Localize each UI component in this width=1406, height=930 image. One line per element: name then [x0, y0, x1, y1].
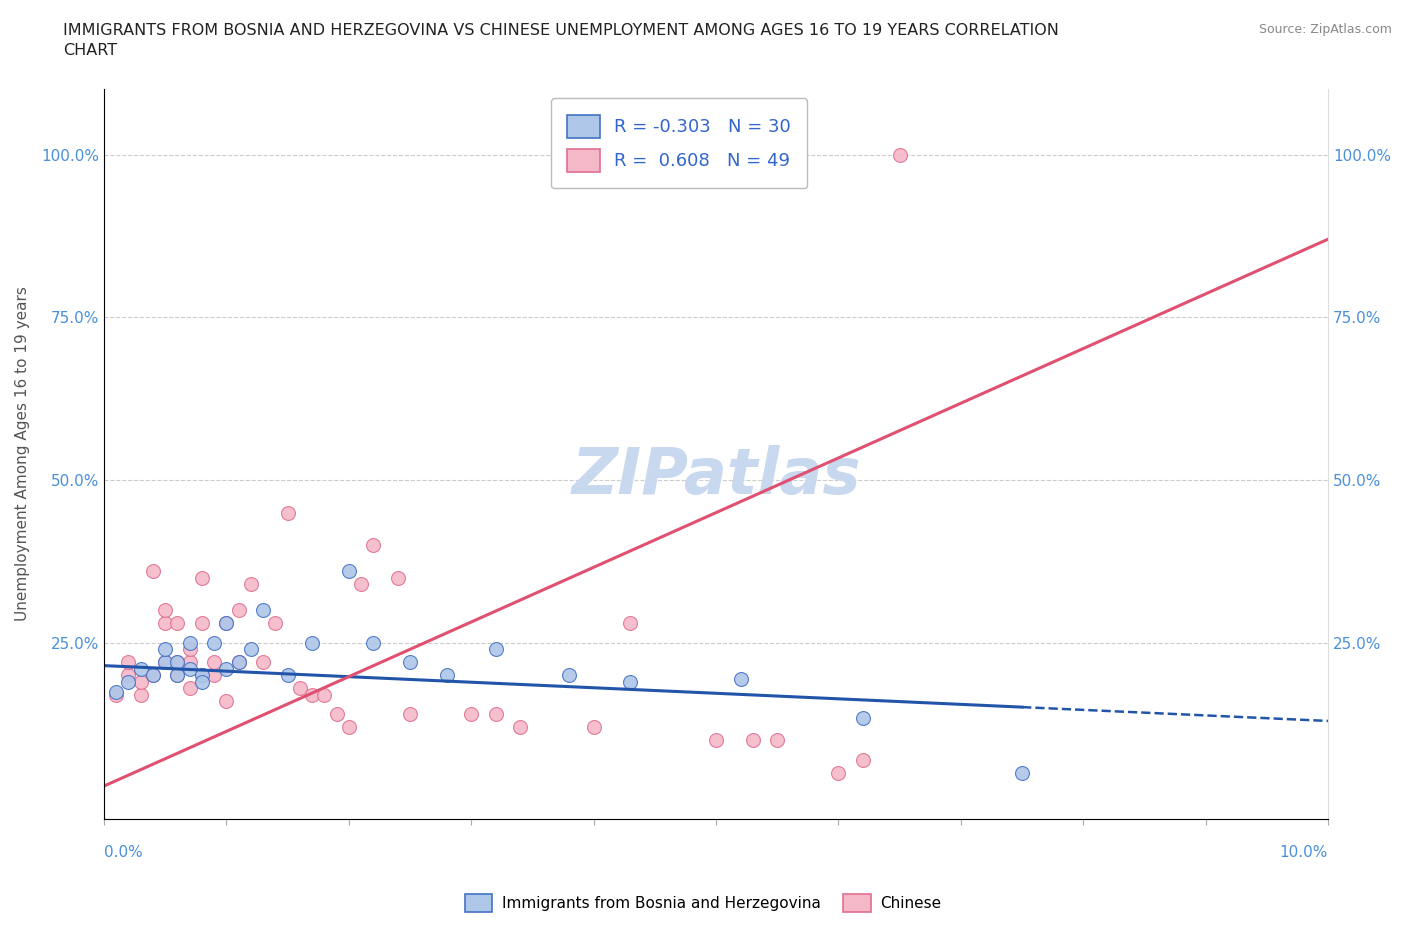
Point — [142, 668, 165, 683]
Point — [166, 655, 188, 670]
Point — [105, 684, 128, 699]
Point — [558, 668, 581, 683]
Point — [509, 720, 531, 735]
Point — [288, 681, 311, 696]
Point — [582, 720, 605, 735]
Y-axis label: Unemployment Among Ages 16 to 19 years: Unemployment Among Ages 16 to 19 years — [15, 286, 30, 621]
Point — [153, 616, 176, 631]
Point — [301, 687, 323, 702]
Point — [129, 661, 152, 676]
Point — [166, 655, 188, 670]
Point — [191, 668, 214, 683]
Point — [361, 538, 384, 552]
Point — [314, 687, 336, 702]
Legend: Immigrants from Bosnia and Herzegovina, Chinese: Immigrants from Bosnia and Herzegovina, … — [458, 888, 948, 918]
Point — [215, 616, 238, 631]
Point — [202, 668, 225, 683]
Point — [191, 668, 214, 683]
Point — [166, 668, 188, 683]
Point — [239, 642, 262, 657]
Point — [142, 564, 165, 578]
Text: ZIPatlas: ZIPatlas — [571, 445, 860, 507]
Point — [264, 616, 287, 631]
Point — [252, 603, 274, 618]
Point — [730, 671, 752, 686]
Point — [179, 661, 201, 676]
Point — [129, 687, 152, 702]
Point — [350, 577, 373, 591]
Point — [153, 603, 176, 618]
Point — [277, 505, 299, 520]
Point — [105, 687, 128, 702]
Point — [191, 570, 214, 585]
Point — [179, 635, 201, 650]
Point — [129, 674, 152, 689]
Point — [619, 616, 641, 631]
Point — [228, 655, 250, 670]
Point — [277, 668, 299, 683]
Text: 10.0%: 10.0% — [1279, 844, 1329, 859]
Point — [325, 707, 347, 722]
Legend: R = -0.303   N = 30, R =  0.608   N = 49: R = -0.303 N = 30, R = 0.608 N = 49 — [551, 99, 807, 188]
Point — [852, 752, 875, 767]
Point — [436, 668, 458, 683]
Point — [741, 733, 763, 748]
Point — [619, 674, 641, 689]
Text: 0.0%: 0.0% — [104, 844, 143, 859]
Point — [166, 668, 188, 683]
Text: IMMIGRANTS FROM BOSNIA AND HERZEGOVINA VS CHINESE UNEMPLOYMENT AMONG AGES 16 TO : IMMIGRANTS FROM BOSNIA AND HERZEGOVINA V… — [63, 23, 1059, 58]
Point — [337, 564, 360, 578]
Point — [153, 655, 176, 670]
Point — [153, 655, 176, 670]
Point — [166, 616, 188, 631]
Point — [215, 616, 238, 631]
Point — [361, 635, 384, 650]
Point — [153, 642, 176, 657]
Point — [179, 642, 201, 657]
Point — [766, 733, 789, 748]
Point — [142, 668, 165, 683]
Point — [228, 655, 250, 670]
Point — [387, 570, 409, 585]
Point — [179, 655, 201, 670]
Point — [852, 711, 875, 725]
Point — [460, 707, 482, 722]
Point — [117, 668, 139, 683]
Point — [399, 655, 422, 670]
Point — [399, 707, 422, 722]
Point — [202, 655, 225, 670]
Point — [117, 655, 139, 670]
Point — [827, 765, 849, 780]
Point — [485, 642, 508, 657]
Point — [337, 720, 360, 735]
Point — [485, 707, 508, 722]
Point — [1011, 765, 1033, 780]
Point — [191, 674, 214, 689]
Point — [117, 674, 139, 689]
Point — [191, 616, 214, 631]
Point — [704, 733, 727, 748]
Text: Source: ZipAtlas.com: Source: ZipAtlas.com — [1258, 23, 1392, 36]
Point — [228, 603, 250, 618]
Point — [239, 577, 262, 591]
Point — [202, 635, 225, 650]
Point — [215, 694, 238, 709]
Point — [252, 655, 274, 670]
Point — [179, 681, 201, 696]
Point — [301, 635, 323, 650]
Point — [215, 661, 238, 676]
Point — [889, 147, 911, 162]
